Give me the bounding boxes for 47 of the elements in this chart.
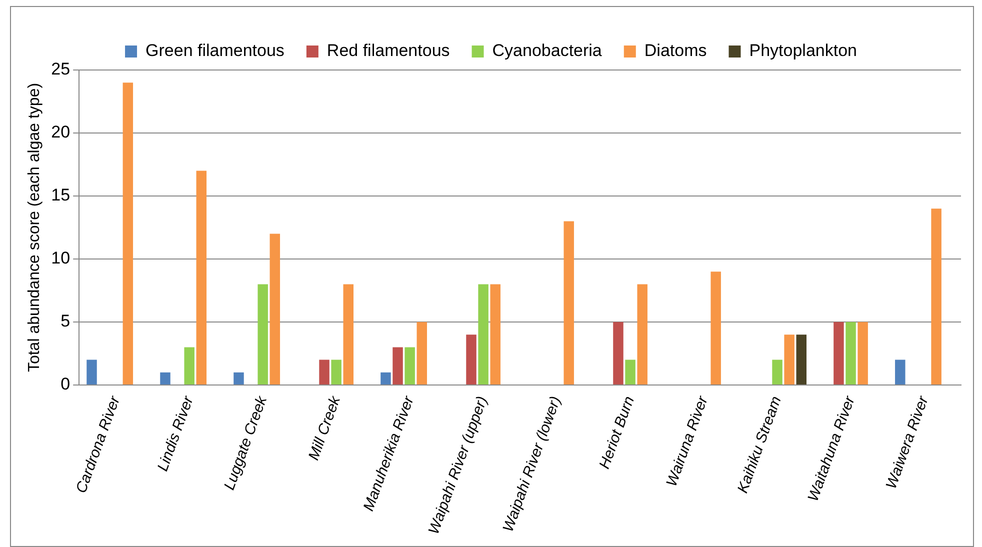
bar [122, 82, 134, 385]
x-tick-label: Kaihiku Stream [734, 394, 785, 496]
bar [710, 272, 721, 385]
y-axis-title: Total abundance score (each algae type) [26, 82, 44, 372]
bar [613, 322, 624, 385]
x-tick-label: Mill Creek [305, 392, 345, 462]
y-tick-label: 5 [60, 312, 70, 331]
bar [343, 284, 354, 385]
bar [160, 372, 170, 385]
y-tick-label: 0 [60, 374, 70, 394]
y-tick-label: 25 [51, 60, 70, 79]
bar [86, 360, 97, 385]
bar [796, 334, 806, 385]
bar [784, 334, 794, 385]
bar [319, 360, 330, 385]
bar [931, 208, 942, 385]
x-tick-label: Heriot Burn [596, 394, 638, 472]
bar [184, 347, 194, 385]
bar [858, 322, 868, 385]
bar [392, 347, 403, 385]
bar [380, 372, 391, 385]
bar [846, 322, 856, 385]
bar [772, 360, 782, 385]
bar [625, 360, 636, 385]
bar [478, 284, 488, 385]
y-tick-label: 15 [51, 186, 70, 205]
bar [234, 372, 244, 385]
x-tick-label: Lindis River [154, 393, 198, 474]
y-tick-label: 20 [51, 122, 70, 142]
bar [466, 334, 476, 385]
bar [564, 221, 574, 385]
legend-label: Phytoplankton [749, 41, 857, 60]
bar [637, 284, 648, 385]
bar [895, 360, 906, 385]
bar [490, 284, 500, 385]
legend-label: Red filamentous [326, 41, 450, 60]
bar [196, 170, 207, 385]
legend-label: Cyanobacteria [492, 41, 602, 60]
legend-label: Green filamentous [146, 41, 284, 60]
bar [270, 234, 280, 385]
y-tick-label: 10 [51, 248, 70, 268]
bar [834, 322, 844, 385]
bar [416, 322, 427, 385]
bar [404, 347, 415, 385]
bar [331, 360, 342, 385]
legend-label: Diatoms [644, 41, 707, 60]
bar [258, 284, 268, 385]
